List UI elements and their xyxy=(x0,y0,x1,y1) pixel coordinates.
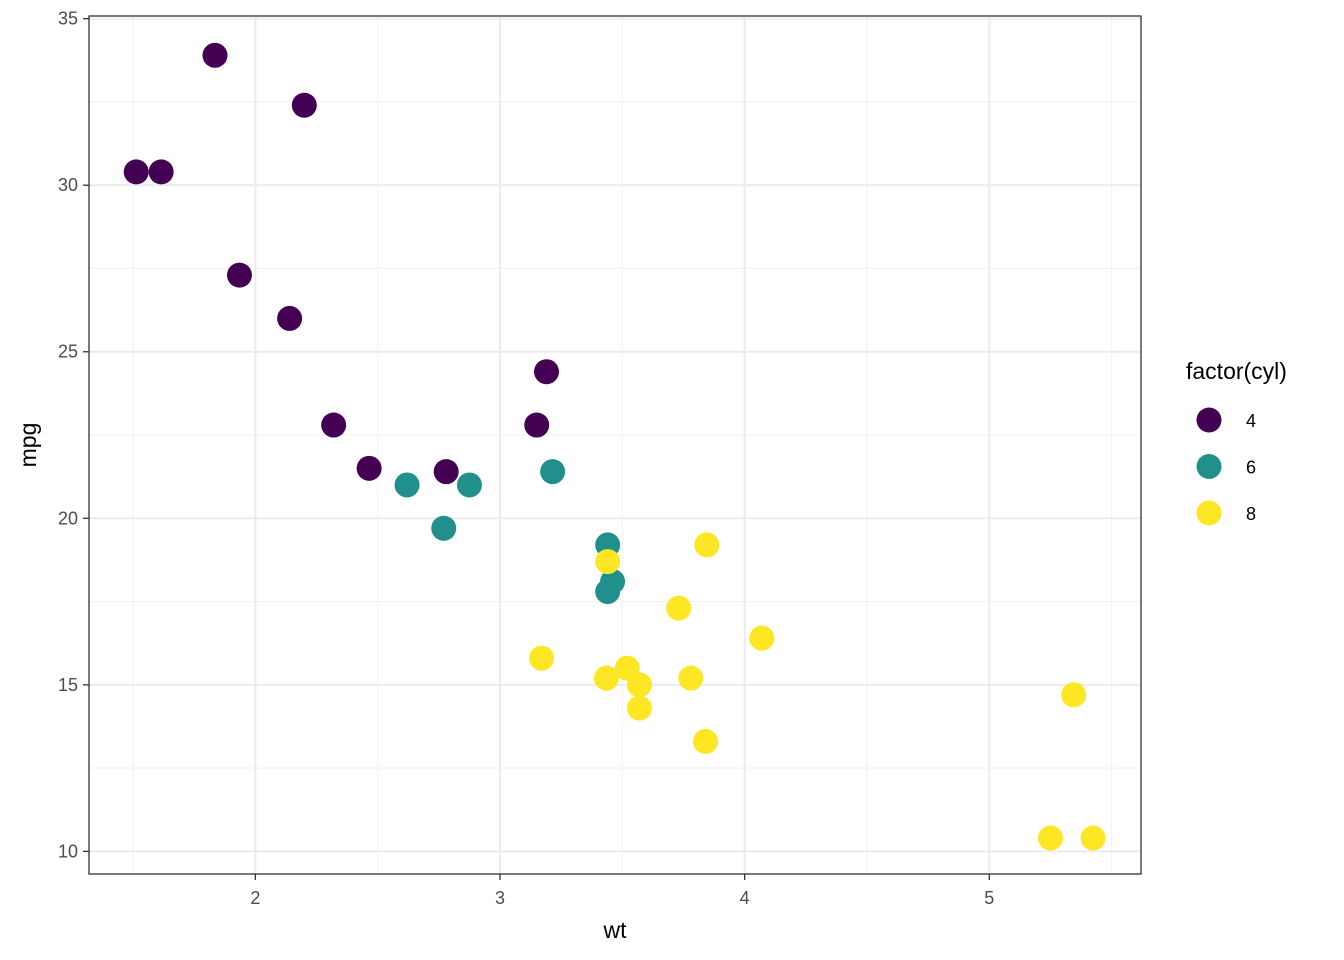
y-tick-label: 35 xyxy=(58,9,78,29)
data-point-cyl-4 xyxy=(321,412,347,438)
data-point-cyl-6 xyxy=(431,515,457,541)
data-point-cyl-4 xyxy=(356,455,382,481)
y-tick-label: 25 xyxy=(58,342,78,362)
data-point-cyl-8 xyxy=(626,672,652,698)
data-point-cyl-8 xyxy=(693,728,719,754)
data-point-cyl-8 xyxy=(749,625,775,651)
data-point-cyl-6 xyxy=(540,459,566,485)
data-point-cyl-4 xyxy=(226,262,252,288)
data-point-cyl-6 xyxy=(394,472,420,498)
data-point-cyl-8 xyxy=(1061,682,1087,708)
data-point-cyl-4 xyxy=(202,42,228,68)
data-point-cyl-4 xyxy=(148,159,174,185)
data-point-cyl-6 xyxy=(456,472,482,498)
data-point-cyl-8 xyxy=(626,695,652,721)
y-axis-title: mpg xyxy=(15,423,41,468)
data-point-cyl-8 xyxy=(529,645,555,671)
x-tick-label: 5 xyxy=(984,888,994,908)
x-axis-title: wt xyxy=(603,917,628,943)
data-points xyxy=(123,42,1106,851)
data-point-cyl-8 xyxy=(593,665,619,691)
x-tick-label: 4 xyxy=(740,888,750,908)
legend-key-6 xyxy=(1196,454,1222,479)
y-tick-label: 30 xyxy=(58,175,78,195)
y-tick-label: 15 xyxy=(58,675,78,695)
major-gridlines xyxy=(89,16,1141,874)
y-tick-label: 10 xyxy=(58,841,78,861)
data-point-cyl-4 xyxy=(533,359,559,385)
y-tick-label: 20 xyxy=(58,508,78,528)
legend-label-4: 4 xyxy=(1246,411,1256,431)
data-point-cyl-8 xyxy=(666,595,692,621)
x-tick-label: 2 xyxy=(250,888,260,908)
y-axis: 10 15 20 25 30 35 xyxy=(58,9,89,861)
plot-panel-border xyxy=(88,15,1142,875)
x-tick-label: 3 xyxy=(495,888,505,908)
data-point-cyl-4 xyxy=(433,459,459,485)
data-point-cyl-8 xyxy=(595,549,621,575)
data-point-cyl-4 xyxy=(291,92,317,118)
data-point-cyl-4 xyxy=(123,159,149,185)
data-point-cyl-4 xyxy=(524,412,550,438)
legend-title: factor(cyl) xyxy=(1186,358,1287,384)
data-point-cyl-6 xyxy=(600,569,626,595)
x-axis: 2 3 4 5 xyxy=(250,874,994,908)
data-point-cyl-8 xyxy=(1080,825,1106,851)
plot-background xyxy=(89,16,1141,874)
data-point-cyl-8 xyxy=(678,665,704,691)
data-point-cyl-4 xyxy=(277,305,303,331)
minor-gridlines xyxy=(89,16,1141,874)
legend-key-8 xyxy=(1196,500,1222,526)
data-point-cyl-8 xyxy=(1037,825,1063,851)
legend-label-8: 8 xyxy=(1246,504,1256,524)
legend-key-4 xyxy=(1196,407,1222,433)
legend-label-6: 6 xyxy=(1246,458,1256,478)
legend: factor(cyl) 4 6 8 xyxy=(1186,358,1287,526)
data-point-cyl-8 xyxy=(694,532,720,558)
